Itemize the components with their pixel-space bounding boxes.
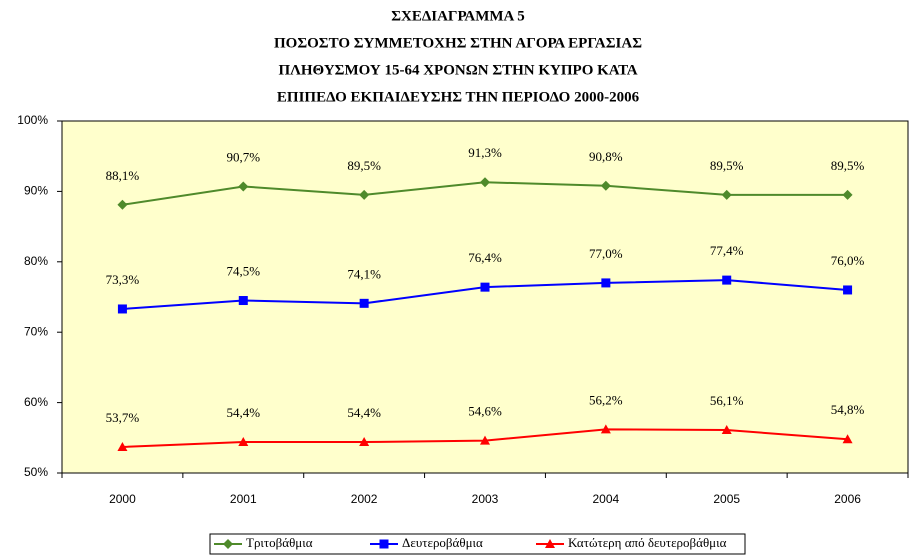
data-label: 77,4%	[710, 243, 744, 258]
data-point	[359, 298, 369, 308]
y-tick-label: 100%	[17, 113, 48, 127]
data-point	[721, 425, 732, 435]
data-point	[601, 278, 611, 288]
chart-title: ΠΛΗΘΥΣΜΟΥ 15-64 ΧΡΟΝΩΝ ΣΤΗΝ ΚΥΠΡΟ ΚΑΤΑ	[278, 62, 637, 78]
data-point	[842, 189, 853, 200]
data-point	[359, 437, 370, 447]
data-label: 74,5%	[226, 264, 260, 279]
data-label: 56,2%	[589, 392, 623, 407]
data-label: 77,0%	[589, 246, 623, 261]
data-point	[842, 434, 853, 444]
data-point	[117, 199, 128, 210]
chart-title: ΕΠΙΠΕΔΟ ΕΚΠΑΙΔΕΥΣΗΣ ΤΗΝ ΠΕΡΙΟΔΟ 2000-200…	[277, 89, 640, 105]
data-point	[600, 180, 611, 191]
x-tick-label: 2004	[593, 492, 620, 506]
data-point	[843, 285, 853, 295]
data-label: 73,3%	[106, 272, 140, 287]
legend-label: Κατώτερη από δευτεροβάθμια	[568, 535, 727, 550]
legend-box	[209, 533, 746, 555]
data-point	[480, 282, 490, 292]
legend-marker	[545, 539, 555, 548]
data-point	[117, 304, 127, 314]
data-label: 90,8%	[589, 149, 623, 164]
y-tick-label: 70%	[24, 324, 48, 338]
data-point	[238, 296, 248, 306]
chart-title: ΣΧΕΔΙΑΓΡΑΜΜΑ 5	[391, 8, 525, 24]
x-tick-label: 2003	[472, 492, 499, 506]
data-point	[600, 424, 611, 434]
data-label: 90,7%	[226, 149, 260, 164]
y-tick-label: 80%	[24, 254, 48, 268]
data-point	[359, 189, 370, 200]
data-label: 88,1%	[106, 168, 140, 183]
data-point	[117, 441, 128, 451]
x-tick-label: 2000	[109, 492, 136, 506]
x-tick-label: 2005	[713, 492, 740, 506]
data-label: 54,8%	[831, 402, 865, 417]
data-point	[721, 189, 732, 200]
data-point	[480, 177, 490, 188]
chart-title: ΠΟΣΟΣΤΟ ΣΥΜΜΕΤΟΧΗΣ ΣΤΗΝ ΑΓΟΡΑ ΕΡΓΑΣΙΑΣ	[274, 35, 642, 51]
x-tick-label: 2006	[834, 492, 861, 506]
data-label: 76,4%	[468, 250, 502, 265]
y-tick-label: 50%	[24, 465, 48, 479]
data-label: 89,5%	[347, 158, 381, 173]
legend-label: Τριτοβάθμια	[246, 535, 313, 550]
legend-marker	[379, 539, 389, 549]
data-label: 53,7%	[106, 410, 140, 425]
legend-label: Δευτεροβάθμια	[402, 535, 483, 550]
data-label: 76,0%	[831, 253, 865, 268]
y-tick-label: 90%	[24, 184, 48, 198]
data-label: 54,6%	[468, 404, 502, 419]
plot-area	[61, 120, 909, 474]
data-label: 56,1%	[710, 393, 744, 408]
data-point	[238, 181, 249, 192]
data-point	[480, 435, 490, 445]
data-label: 89,5%	[710, 158, 744, 173]
x-tick-label: 2001	[230, 492, 257, 506]
data-label: 54,4%	[347, 405, 381, 420]
data-label: 89,5%	[831, 158, 865, 173]
data-point	[238, 437, 249, 447]
data-point	[722, 275, 732, 285]
x-tick-label: 2002	[351, 492, 378, 506]
data-label: 74,1%	[347, 266, 381, 281]
y-tick-label: 60%	[24, 395, 48, 409]
legend-marker	[223, 539, 233, 549]
data-label: 54,4%	[226, 405, 260, 420]
data-label: 91,3%	[468, 145, 502, 160]
